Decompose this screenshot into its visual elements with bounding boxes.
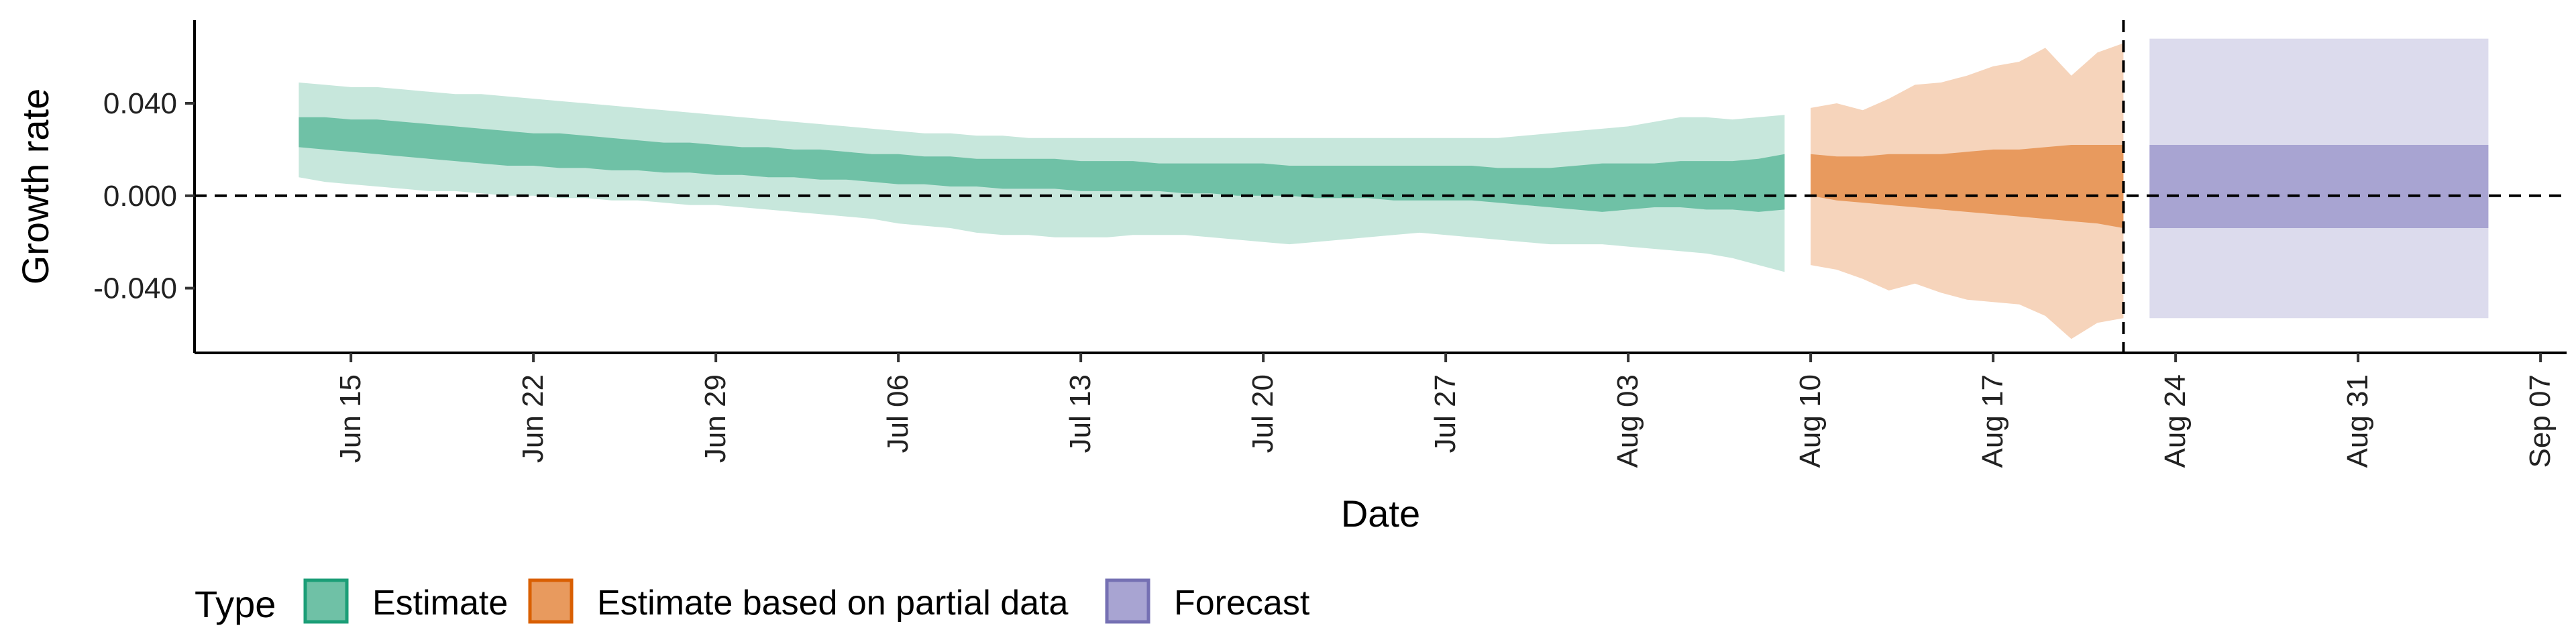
legend-swatch [303, 578, 349, 624]
band-50-1 [1811, 145, 2124, 228]
x-tick-label: Aug 17 [1976, 374, 2009, 468]
x-tick-label: Jul 06 [881, 374, 914, 453]
axes: Jun 15 Jun 22 Jun 29 Jul 06 Jul 13 Jul 20 Jul … [14, 20, 2567, 535]
x-tick-label: Jul 27 [1429, 374, 1462, 453]
legend-label: Forecast [1174, 584, 1310, 623]
y-tick-label: -0.040 [93, 272, 177, 305]
legend-swatch [1105, 578, 1150, 624]
x-tick-label: Jul 13 [1064, 374, 1097, 453]
legend-entries: Estimate Estimate based on partial data Fo… [303, 578, 1310, 624]
series-1 [1811, 43, 2124, 339]
series-2 [2149, 38, 2489, 319]
x-tick-label: Sep 07 [2524, 374, 2557, 468]
band-50-0 [299, 117, 1785, 212]
legend-label: Estimate based on partial data [597, 584, 1069, 623]
x-tick-label: Jun 15 [334, 374, 367, 463]
y-tick-label: 0.040 [103, 87, 177, 120]
x-tick-label: Aug 03 [1611, 374, 1644, 468]
plot-area [195, 20, 2567, 353]
band-50-2 [2149, 145, 2489, 228]
y-axis-ticks: 0.040 0.000 -0.040 [93, 87, 195, 305]
x-tick-label: Aug 24 [2159, 374, 2192, 468]
y-axis-title: Growth rate [14, 89, 56, 285]
legend-swatch [528, 578, 574, 624]
legend-label: Estimate [372, 584, 508, 623]
x-tick-label: Jun 22 [517, 374, 549, 463]
x-axis-title: Date [1341, 492, 1420, 535]
x-tick-label: Jul 20 [1246, 374, 1279, 453]
x-axis-ticks: Jun 15 Jun 22 Jun 29 Jul 06 Jul 13 Jul 20 Jul … [334, 353, 2557, 468]
legend-title: Type [195, 583, 276, 625]
y-tick-label: 0.000 [103, 180, 177, 213]
x-tick-label: Aug 31 [2341, 374, 2374, 468]
x-tick-label: Jun 29 [699, 374, 732, 463]
x-tick-label: Aug 10 [1794, 374, 1827, 468]
legend: Type Estimate Estimate based on partial d… [195, 578, 1310, 625]
series-0 [299, 83, 1785, 272]
